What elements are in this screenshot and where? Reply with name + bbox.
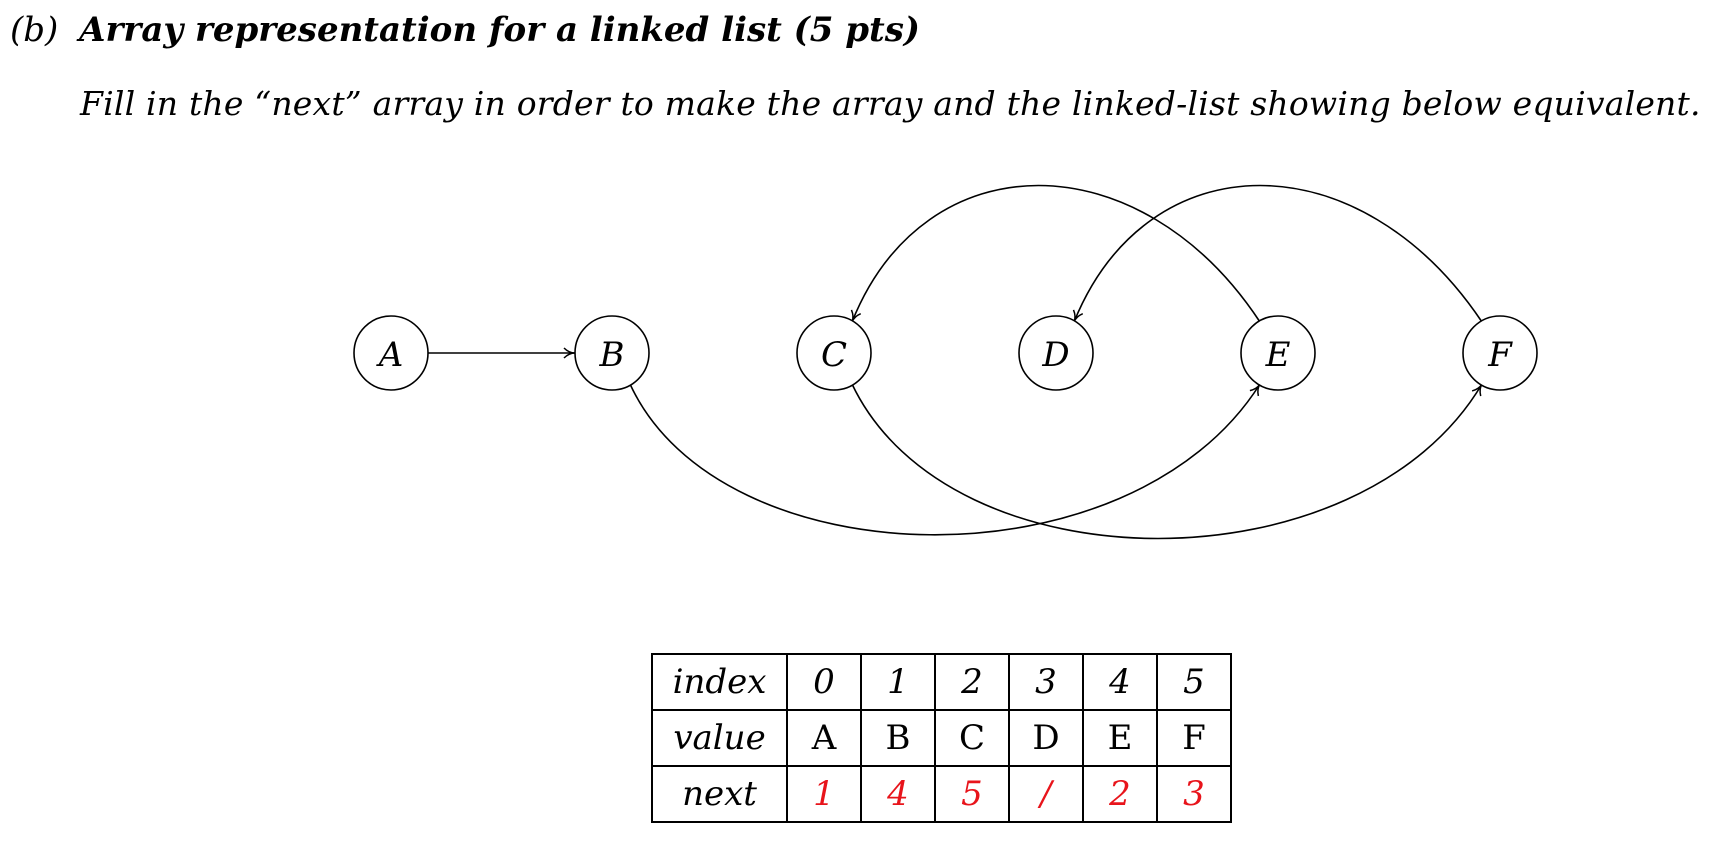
index-header: index <box>651 653 788 711</box>
edge-c-f <box>851 383 1483 540</box>
value-cell: A <box>786 709 862 767</box>
value-cell: B <box>860 709 936 767</box>
array-table: index 0 1 2 3 4 5 value A B C D E F next… <box>651 653 1232 823</box>
question-instruction: Fill in the “next” array in order to mak… <box>80 84 1701 123</box>
node-f-label: F <box>1487 335 1513 375</box>
question-title: Array representation for a linked list (… <box>79 10 920 50</box>
index-row: index 0 1 2 3 4 5 <box>651 653 1232 711</box>
next-cell: 5 <box>934 765 1010 823</box>
next-cell: 4 <box>860 765 936 823</box>
linked-list-diagram: A B C D E F <box>353 184 1538 540</box>
node-f: F <box>1462 315 1538 391</box>
edge-f-d <box>1072 184 1483 323</box>
index-cell: 4 <box>1082 653 1158 711</box>
question-label: (b) <box>10 10 59 50</box>
edge-b-e <box>629 383 1261 536</box>
value-cell: F <box>1156 709 1232 767</box>
node-e-label: E <box>1265 335 1291 375</box>
node-b-label: B <box>599 335 625 375</box>
edge-e-c <box>850 184 1261 323</box>
index-cell: 1 <box>860 653 936 711</box>
next-cell: 1 <box>786 765 862 823</box>
value-cell: D <box>1008 709 1084 767</box>
next-cell: 3 <box>1156 765 1232 823</box>
node-e: E <box>1240 315 1316 391</box>
question-heading: (b) Array representation for a linked li… <box>10 10 920 50</box>
node-c-label: C <box>821 335 847 375</box>
node-d: D <box>1018 315 1094 391</box>
next-row: next 1 4 5 / 2 3 <box>651 765 1232 823</box>
value-header: value <box>651 709 788 767</box>
index-cell: 5 <box>1156 653 1232 711</box>
next-cell: / <box>1008 765 1084 823</box>
node-d-label: D <box>1041 335 1069 375</box>
value-row: value A B C D E F <box>651 709 1232 767</box>
node-c: C <box>796 315 872 391</box>
next-header: next <box>651 765 788 823</box>
node-b: B <box>574 315 650 391</box>
index-cell: 0 <box>786 653 862 711</box>
node-a: A <box>353 315 429 391</box>
index-cell: 3 <box>1008 653 1084 711</box>
next-cell: 2 <box>1082 765 1158 823</box>
value-cell: C <box>934 709 1010 767</box>
index-cell: 2 <box>934 653 1010 711</box>
value-cell: E <box>1082 709 1158 767</box>
node-a-label: A <box>376 335 404 375</box>
